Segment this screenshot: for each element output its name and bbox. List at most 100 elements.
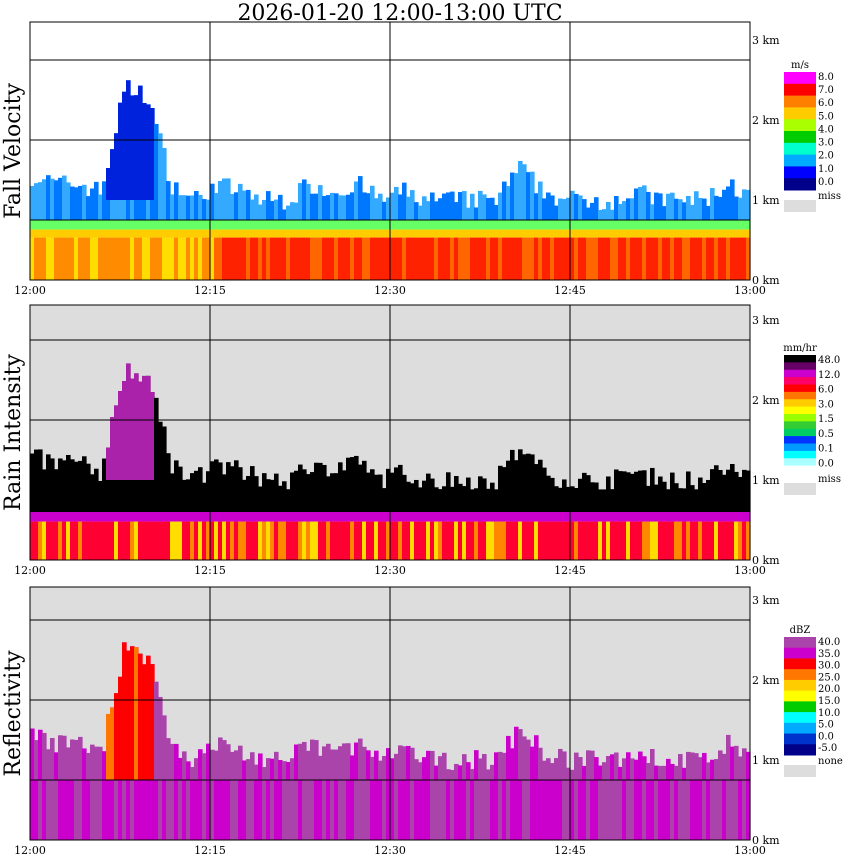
y-tick-label: 1 km	[752, 194, 780, 207]
colorbar-swatch	[784, 119, 816, 132]
x-tick-label: 12:45	[554, 844, 586, 857]
colorbar-swatch	[784, 679, 816, 692]
colorbar-label: 7.0	[818, 85, 834, 96]
y-tick-label: 2 km	[752, 114, 780, 127]
colorbar-swatch	[784, 131, 816, 144]
colorbar-swatch	[784, 95, 816, 108]
colorbar-swatch	[784, 107, 816, 120]
y-tick-label: 2 km	[752, 674, 780, 687]
x-tick-label: 13:00	[734, 284, 766, 297]
colorbar-swatch	[784, 690, 816, 702]
colorbar-swatch	[784, 722, 816, 735]
x-tick-label: 12:15	[194, 564, 226, 577]
colorbar-swatch	[784, 701, 816, 713]
colorbar-swatch	[784, 166, 816, 179]
x-tick-label: 12:00	[14, 844, 46, 857]
x-tick-label: 12:30	[374, 284, 406, 297]
colorbar-label: 5.0	[818, 720, 834, 731]
y-tick-label: 3 km	[752, 314, 780, 327]
colorbar-swatch	[784, 458, 816, 467]
colorbar-label: 2.0	[818, 151, 834, 162]
colorbar-swatch	[784, 443, 816, 452]
colorbar-swatch	[784, 637, 816, 649]
colorbar-swatch	[784, 450, 816, 459]
colorbar-swatch	[784, 355, 816, 363]
x-tick-label: 12:00	[14, 564, 46, 577]
panel-rain-intensity: 12:00 12:15 12:30 12:45 13:000 km 1 km 2 km 3 k…	[1, 304, 841, 577]
colorbar-swatch	[784, 406, 816, 415]
colorbar-label: 3.0	[818, 399, 834, 410]
colorbar-swatch	[784, 369, 816, 378]
colorbar-swatch	[784, 178, 816, 191]
colorbar-miss-label: miss	[818, 474, 841, 485]
colorbar-label: 0.0	[818, 731, 834, 742]
x-tick-label: 12:30	[374, 564, 406, 577]
y-axis-label: Reflectivity	[1, 650, 26, 777]
colorbar-label: 20.0	[818, 684, 840, 695]
colorbar-label: 8.0	[818, 72, 834, 83]
x-tick-label: 12:15	[194, 844, 226, 857]
colorbar-miss-swatch	[784, 200, 816, 212]
x-tick-label: 13:00	[734, 844, 766, 857]
colorbar-label: 15.0	[818, 696, 840, 707]
plot-frame	[29, 21, 751, 281]
colorbar-swatch	[784, 377, 816, 385]
colorbar-miss-swatch	[784, 765, 816, 777]
colorbar-label: 1.0	[818, 164, 834, 175]
colorbar-swatch	[784, 362, 816, 371]
colorbar-label: 30.0	[818, 661, 840, 672]
plot-frame	[29, 586, 751, 841]
y-tick-label: 3 km	[752, 594, 780, 607]
colorbar-swatch	[784, 391, 816, 400]
colorbar-swatch	[784, 744, 816, 756]
colorbar-miss-label: miss	[818, 191, 841, 202]
colorbar-label: 4.0	[818, 124, 834, 135]
colorbar-unit: dBZ	[790, 625, 811, 636]
colorbar-label: 48.0	[818, 355, 840, 366]
x-tick-label: 13:00	[734, 564, 766, 577]
colorbar-swatch	[784, 421, 816, 430]
x-tick-label: 12:30	[374, 844, 406, 857]
colorbar-label: 0.0	[818, 458, 834, 469]
colorbar-label: 25.0	[818, 672, 840, 683]
colorbar-label: 3.0	[818, 138, 834, 149]
x-tick-label: 12:45	[554, 564, 586, 577]
colorbar-unit: m/s	[791, 60, 809, 71]
colorbar-label: 0.5	[818, 429, 834, 440]
colorbar-label: 1.5	[818, 414, 834, 425]
plot-frame	[29, 304, 751, 561]
panel-fall-velocity: 12:00 12:15 12:30 12:45 13:000 km 1 km 2 km 3 k…	[1, 21, 841, 297]
y-tick-label: 0 km	[752, 274, 780, 287]
colorbar-unit: mm/hr	[783, 343, 817, 354]
colorbar-swatch	[784, 428, 816, 437]
x-tick-label: 12:45	[554, 284, 586, 297]
colorbar-swatch	[784, 384, 816, 393]
colorbar-label: 6.0	[818, 385, 834, 396]
colorbar-swatch	[784, 733, 816, 745]
colorbar-miss-label: none	[818, 756, 843, 767]
colorbar-label: -5.0	[818, 743, 837, 754]
panel-reflectivity: 12:00 12:15 12:30 12:45 13:000 km 1 km 2 km 3 k…	[1, 586, 843, 857]
y-tick-label: 0 km	[752, 834, 780, 847]
y-tick-label: 2 km	[752, 394, 780, 407]
x-tick-label: 12:00	[14, 284, 46, 297]
colorbar-swatch	[784, 465, 816, 474]
colorbar-swatch	[784, 658, 816, 670]
colorbar-swatch	[784, 647, 816, 659]
colorbar-swatch	[784, 154, 816, 167]
colorbar-swatch	[784, 669, 816, 681]
colorbar-label: 40.0	[818, 637, 840, 648]
y-tick-label: 1 km	[752, 474, 780, 487]
colorbar-swatch	[784, 72, 816, 85]
colorbar-swatch	[784, 436, 816, 444]
y-axis-label: Fall Velocity	[1, 83, 26, 219]
colorbar-swatch	[784, 414, 816, 422]
colorbar-miss-swatch	[784, 483, 816, 495]
colorbar-swatch	[784, 399, 816, 408]
colorbar-label: 12.0	[818, 370, 840, 381]
colorbar-label: 5.0	[818, 111, 834, 122]
colorbar-label: 6.0	[818, 98, 834, 109]
colorbar-label: 10.0	[818, 708, 840, 719]
colorbar-swatch	[784, 83, 816, 97]
